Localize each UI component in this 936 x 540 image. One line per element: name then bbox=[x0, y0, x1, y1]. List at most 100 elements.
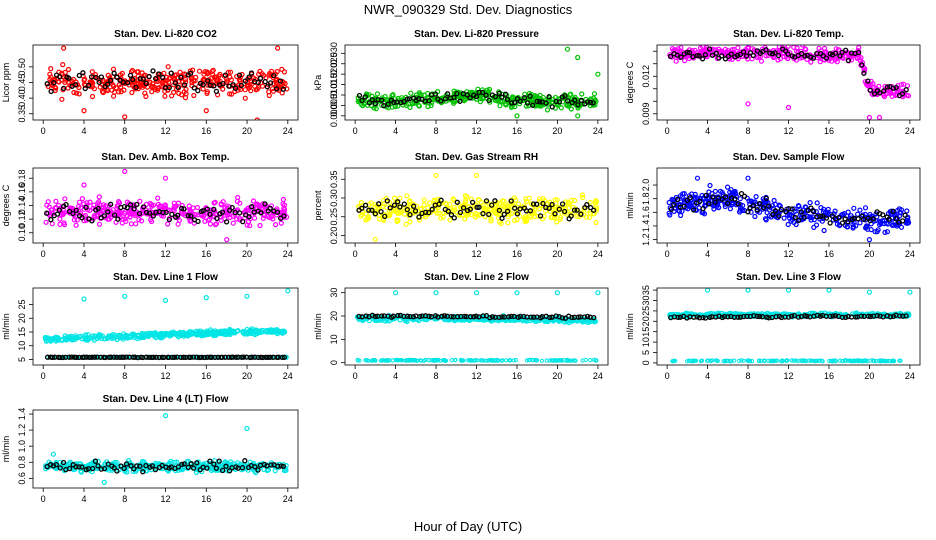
outlier-point bbox=[203, 295, 209, 301]
y-tick-label: 0.012 bbox=[641, 65, 651, 88]
data-point bbox=[162, 93, 168, 99]
data-point bbox=[212, 222, 219, 228]
data-point bbox=[513, 357, 519, 363]
reference-point bbox=[734, 52, 741, 59]
data-point bbox=[587, 199, 593, 205]
x-tick-label: 16 bbox=[824, 371, 834, 381]
reference-point bbox=[178, 74, 184, 81]
reference-point bbox=[859, 62, 865, 68]
data-point bbox=[78, 205, 84, 211]
reference-point bbox=[279, 354, 285, 361]
reference-point bbox=[521, 95, 528, 101]
data-point bbox=[593, 358, 598, 363]
data-point bbox=[384, 318, 390, 324]
y-tick-label: 10 bbox=[641, 337, 651, 347]
x-tick-label: 4 bbox=[393, 126, 398, 136]
x-tick-label: 12 bbox=[783, 371, 793, 381]
data-point bbox=[96, 194, 102, 200]
data-point bbox=[474, 96, 480, 102]
reference-point bbox=[108, 77, 114, 84]
outlier-point bbox=[81, 182, 87, 188]
reference-point bbox=[372, 100, 378, 107]
reference-point bbox=[384, 198, 390, 204]
reference-point bbox=[280, 86, 287, 92]
reference-point bbox=[441, 313, 448, 319]
data-point bbox=[591, 91, 598, 97]
data-point bbox=[693, 358, 699, 363]
data-point bbox=[815, 358, 820, 363]
y-tick-label: 0.020 bbox=[329, 63, 339, 86]
outlier-point bbox=[745, 101, 751, 107]
data-point bbox=[785, 45, 791, 49]
data-point bbox=[69, 337, 75, 343]
data-point bbox=[225, 69, 231, 76]
y-tick-label: 1.0 bbox=[17, 440, 27, 453]
x-tick-label: 12 bbox=[160, 126, 170, 136]
reference-point bbox=[569, 314, 575, 321]
data-point bbox=[183, 79, 189, 85]
data-point bbox=[235, 82, 241, 88]
data-point bbox=[854, 55, 861, 61]
reference-point bbox=[369, 97, 375, 103]
reference-point bbox=[401, 201, 407, 207]
reference-point bbox=[391, 202, 398, 208]
data-point bbox=[752, 213, 758, 220]
data-point bbox=[407, 198, 413, 204]
reference-point bbox=[486, 97, 492, 104]
data-point bbox=[175, 221, 181, 227]
reference-point bbox=[136, 210, 143, 217]
reference-point bbox=[181, 82, 188, 88]
x-tick-label: 24 bbox=[905, 371, 915, 381]
outlier-point bbox=[826, 288, 832, 293]
data-point bbox=[149, 218, 155, 225]
plot-frame bbox=[344, 167, 609, 244]
data-point bbox=[183, 91, 189, 97]
series-points bbox=[42, 288, 291, 361]
data-point bbox=[249, 329, 255, 335]
reference-point bbox=[160, 74, 166, 81]
reference-point bbox=[195, 87, 201, 94]
plot-frame bbox=[344, 44, 609, 121]
data-point bbox=[99, 88, 106, 95]
data-point bbox=[480, 358, 485, 363]
reference-point bbox=[530, 102, 536, 108]
data-point bbox=[677, 212, 684, 219]
data-point bbox=[566, 205, 572, 211]
data-point bbox=[807, 200, 813, 206]
reference-point bbox=[262, 201, 268, 207]
reference-point bbox=[492, 93, 499, 100]
data-point bbox=[860, 358, 865, 364]
data-point bbox=[834, 59, 840, 65]
data-point bbox=[898, 358, 903, 363]
data-point bbox=[700, 196, 706, 202]
data-point bbox=[395, 217, 401, 223]
data-point bbox=[110, 93, 117, 99]
series-points bbox=[44, 45, 290, 120]
data-point bbox=[453, 357, 458, 362]
reference-point bbox=[795, 314, 802, 320]
reference-point bbox=[132, 354, 138, 360]
data-point bbox=[850, 224, 857, 230]
data-point bbox=[89, 69, 95, 75]
x-tick-label: 24 bbox=[593, 371, 603, 381]
y-tick-label: 0.12 bbox=[17, 210, 27, 228]
data-point bbox=[130, 79, 136, 85]
x-tick-label: 24 bbox=[283, 494, 293, 504]
reference-point bbox=[211, 83, 217, 89]
reference-point bbox=[499, 314, 505, 320]
data-point bbox=[715, 205, 722, 211]
x-tick-label: 8 bbox=[122, 371, 127, 381]
reference-point bbox=[547, 314, 553, 321]
reference-point bbox=[581, 314, 588, 320]
data-point bbox=[111, 83, 117, 89]
reference-point bbox=[426, 209, 432, 216]
data-point bbox=[252, 331, 258, 338]
data-point bbox=[204, 89, 210, 95]
reference-point bbox=[754, 207, 760, 213]
reference-point bbox=[196, 354, 203, 361]
data-point bbox=[434, 358, 439, 363]
reference-point bbox=[121, 354, 127, 360]
x-tick-label: 20 bbox=[552, 371, 562, 381]
reference-point bbox=[505, 314, 512, 320]
reference-point bbox=[378, 208, 384, 215]
